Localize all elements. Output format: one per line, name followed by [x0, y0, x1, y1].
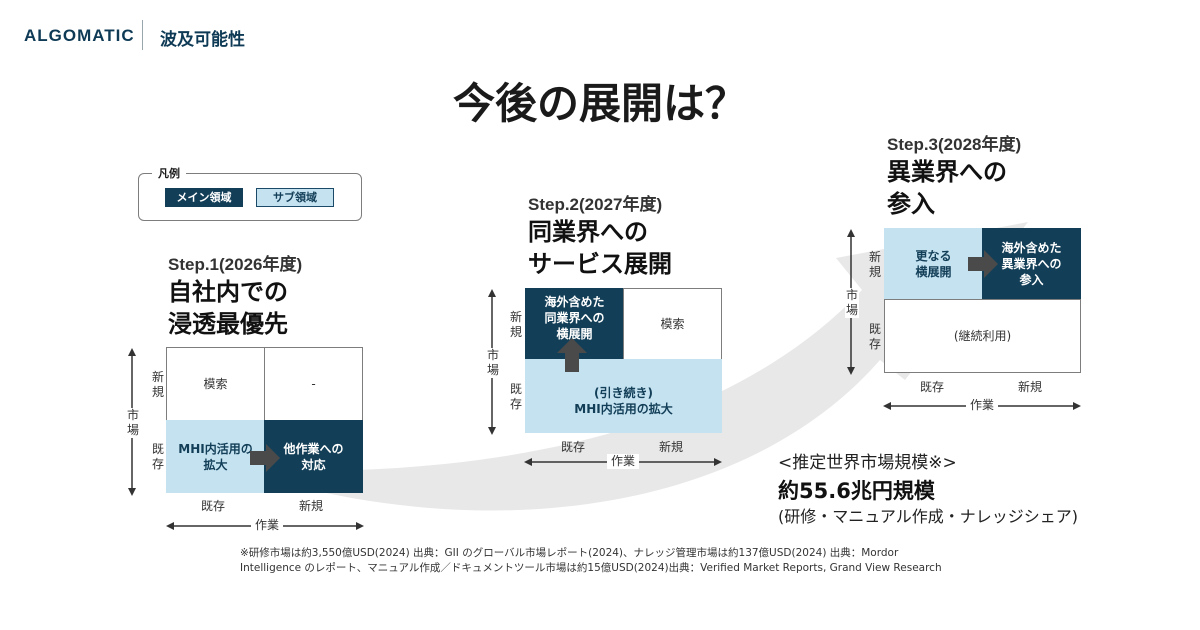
step2-cell-existing: (引き続き) MHI内活用の拡大 — [525, 359, 722, 433]
market-estimate-subtitle: (研修・マニュアル作成・ナレッジシェア) — [778, 507, 1079, 526]
step1-heading-line1: 自社内での — [168, 278, 288, 306]
step2-heading-line2: サービス展開 — [528, 250, 672, 278]
step2-up-arrow-icon — [557, 338, 587, 372]
step3-axis-existing: 既存 — [868, 322, 881, 351]
step3-cell-new-existing: 更なる 横展開 — [884, 228, 983, 300]
step1-axis-new: 新規 — [151, 370, 164, 399]
step1-cell-existing-existing: MHI内活用の 拡大 — [166, 420, 265, 493]
step2-heading-line1: 同業界への — [528, 218, 648, 246]
step1-cell-existing-new: 他作業への 対応 — [264, 420, 363, 493]
step2-heading: 同業界への サービス展開 — [528, 216, 672, 280]
step1-right-arrow-icon — [250, 444, 280, 472]
step1-axis-market: 市場 — [126, 408, 140, 438]
step2-axis-market: 市場 — [486, 348, 500, 378]
step3-heading: 異業界への 参入 — [887, 156, 1007, 220]
step1-axis-x-existing: 既存 — [201, 499, 226, 513]
legend-main-area: メイン領域 — [165, 188, 243, 207]
footnote-line2: Intelligence のレポート、マニュアル作成／ドキュメントツール市場は約… — [240, 562, 942, 574]
legend-box — [138, 173, 362, 221]
step3-axis-market: 市場 — [845, 288, 859, 318]
step3-right-arrow-icon — [968, 250, 998, 278]
step3-axis-x-new: 新規 — [1018, 380, 1043, 394]
step2-axis-x-new: 新規 — [659, 440, 684, 454]
step3-label: Step.3(2028年度) — [887, 135, 1022, 154]
step2-axis-new: 新規 — [509, 310, 522, 339]
step3-axis-work: 作業 — [966, 398, 999, 413]
step2-axis-existing: 既存 — [509, 382, 522, 411]
step2-axis-work: 作業 — [607, 454, 640, 469]
market-estimate-value: 約55.6兆円規模 — [778, 479, 935, 503]
legend-sub-area: サブ領域 — [256, 188, 334, 207]
step2-label: Step.2(2027年度) — [528, 195, 663, 214]
step1-cell-new-new: - — [264, 347, 363, 421]
step1-axis-x-new: 新規 — [299, 499, 324, 513]
brand-logo: ALGOMATIC — [24, 26, 135, 45]
step3-heading-line1: 異業界への — [887, 158, 1007, 186]
step3-cell-new-new: 海外含めた 異業界への 参入 — [982, 228, 1081, 300]
market-estimate-title: <推定世界市場規模※> — [778, 453, 957, 473]
page-title: 今後の展開は？ — [452, 79, 747, 128]
section-title: 波及可能性 — [160, 30, 245, 50]
step1-cell-new-existing: 模索 — [166, 347, 265, 421]
header-divider — [142, 20, 143, 50]
step1-label: Step.1(2026年度) — [168, 255, 303, 274]
step2-axis-x-existing: 既存 — [561, 440, 586, 454]
step3-axis-x-existing: 既存 — [920, 380, 945, 394]
step3-cell-existing: (継続利用) — [884, 299, 1081, 373]
footnote-line1: ※研修市場は約3,550億USD(2024) 出典：GII のグローバル市場レポ… — [240, 547, 899, 559]
step2-cell-new-new: 模索 — [623, 288, 722, 360]
step1-heading: 自社内での 浸透最優先 — [168, 276, 288, 340]
step1-heading-line2: 浸透最優先 — [168, 310, 288, 338]
footnote: ※研修市場は約3,550億USD(2024) 出典：GII のグローバル市場レポ… — [240, 546, 960, 576]
step3-heading-line2: 参入 — [887, 190, 935, 218]
step3-axis-new: 新規 — [868, 250, 881, 279]
legend-title: 凡例 — [152, 165, 186, 181]
step1-axis-work: 作業 — [251, 518, 284, 533]
step1-axis-existing: 既存 — [151, 442, 164, 471]
